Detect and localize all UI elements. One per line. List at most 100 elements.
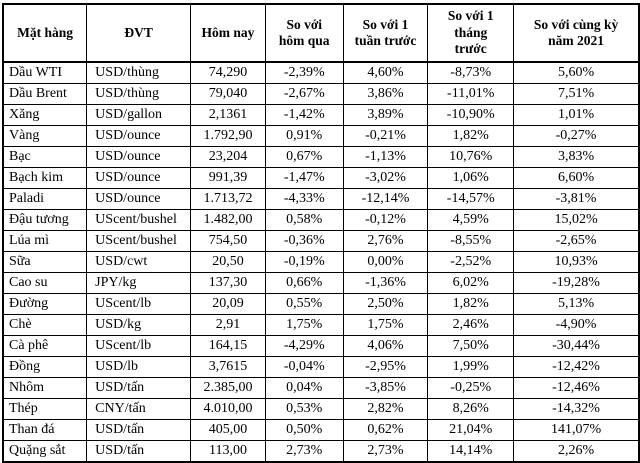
vs-1-month-cell: 1,82% — [427, 125, 515, 147]
commodity-name-cell: Cao su — [2, 272, 88, 294]
unit-cell: USD/gallon — [86, 104, 192, 126]
table-row: Đồng USD/lb 3,7615 -0,04% -2,95% 1,99% -12,42% — [2, 356, 640, 378]
vs-yesterday-cell: -4,29% — [264, 335, 344, 357]
vs-yesterday-cell: 0,66% — [264, 272, 344, 294]
column-header-vs-1-month: So với 1 tháng trước — [427, 3, 515, 63]
vs-1-week-cell: -0,21% — [342, 125, 429, 147]
commodity-name-cell: Than đá — [2, 419, 88, 441]
vs-yesterday-cell: 0,91% — [264, 125, 344, 147]
vs-yesterday-cell: 0,58% — [264, 209, 344, 231]
unit-cell: USD/ounce — [86, 188, 192, 210]
vs-1-week-cell: -2,95% — [342, 356, 429, 378]
vs-yesterday-cell: 0,55% — [264, 293, 344, 315]
vs-yesterday-cell: -2,67% — [264, 83, 344, 105]
vs-2021-cell: -30,44% — [513, 335, 640, 357]
column-header-vs-1-week: So với 1 tuần trước — [342, 3, 429, 63]
today-value-cell: 79,040 — [190, 83, 266, 105]
table-row: Than đá USD/tấn 405,00 0,50% 0,62% 21,04% 141,… — [2, 419, 640, 441]
vs-2021-cell: -2,65% — [513, 230, 640, 252]
table-row: Cà phê UScent/lb 164,15 -4,29% 4,06% 7,50% -30… — [2, 335, 640, 357]
today-value-cell: 113,00 — [190, 440, 266, 463]
vs-1-month-cell: 1,82% — [427, 293, 515, 315]
commodity-name-cell: Đồng — [2, 356, 88, 378]
vs-2021-cell: -14,32% — [513, 398, 640, 420]
table-row: Quặng sắt USD/tấn 113,00 2,73% 2,73% 14,14% 2,… — [2, 440, 640, 463]
column-header-unit: ĐVT — [86, 3, 192, 63]
vs-1-month-cell: -8,73% — [427, 61, 515, 84]
vs-1-week-cell: -3,02% — [342, 167, 429, 189]
unit-cell: UScent/lb — [86, 293, 192, 315]
today-value-cell: 20,09 — [190, 293, 266, 315]
commodity-name-cell: Bạc — [2, 146, 88, 168]
vs-1-month-cell: 8,26% — [427, 398, 515, 420]
unit-cell: USD/ounce — [86, 125, 192, 147]
unit-cell: USD/tấn — [86, 419, 192, 441]
today-value-cell: 2,1361 — [190, 104, 266, 126]
vs-1-month-cell: 1,99% — [427, 356, 515, 378]
vs-1-month-cell: -10,90% — [427, 104, 515, 126]
vs-1-week-cell: -12,14% — [342, 188, 429, 210]
vs-yesterday-cell: -0,36% — [264, 230, 344, 252]
today-value-cell: 3,7615 — [190, 356, 266, 378]
table-row: Bạch kim USD/ounce 991,39 -1,47% -3,02% 1,06%… — [2, 167, 640, 189]
commodity-name-cell: Paladi — [2, 188, 88, 210]
commodity-name-cell: Thép — [2, 398, 88, 420]
vs-2021-cell: -12,46% — [513, 377, 640, 399]
unit-cell: UScent/bushel — [86, 209, 192, 231]
vs-2021-cell: -4,90% — [513, 314, 640, 336]
unit-cell: USD/thùng — [86, 83, 192, 105]
vs-1-week-cell: 2,76% — [342, 230, 429, 252]
vs-2021-cell: 5,13% — [513, 293, 640, 315]
vs-1-week-cell: -3,85% — [342, 377, 429, 399]
vs-yesterday-cell: -0,04% — [264, 356, 344, 378]
table-body: Dầu WTI USD/thùng 74,290 -2,39% 4,60% -8,73% 5… — [2, 61, 640, 463]
unit-cell: CNY/tấn — [86, 398, 192, 420]
vs-1-month-cell: 7,50% — [427, 335, 515, 357]
vs-1-month-cell: -14,57% — [427, 188, 515, 210]
commodity-name-cell: Đường — [2, 293, 88, 315]
commodity-name-cell: Dầu WTI — [2, 61, 88, 84]
vs-1-month-cell: -8,55% — [427, 230, 515, 252]
vs-2021-cell: 15,02% — [513, 209, 640, 231]
vs-2021-cell: -3,81% — [513, 188, 640, 210]
vs-1-month-cell: 1,06% — [427, 167, 515, 189]
today-value-cell: 164,15 — [190, 335, 266, 357]
vs-1-week-cell: -0,12% — [342, 209, 429, 231]
table-row: Xăng USD/gallon 2,1361 -1,42% 3,89% -10,90% 1,… — [2, 104, 640, 126]
commodity-name-cell: Vàng — [2, 125, 88, 147]
vs-yesterday-cell: 0,53% — [264, 398, 344, 420]
commodity-name-cell: Cà phê — [2, 335, 88, 357]
vs-1-week-cell: 4,60% — [342, 61, 429, 84]
today-value-cell: 4.010,00 — [190, 398, 266, 420]
table-row: Sữa USD/cwt 20,50 -0,19% 0,00% -2,52% 10,93% — [2, 251, 640, 273]
vs-2021-cell: 3,83% — [513, 146, 640, 168]
today-value-cell: 2,91 — [190, 314, 266, 336]
vs-2021-cell: 141,07% — [513, 419, 640, 441]
today-value-cell: 20,50 — [190, 251, 266, 273]
table-row: Dầu WTI USD/thùng 74,290 -2,39% 4,60% -8,73% 5… — [2, 61, 640, 84]
vs-2021-cell: 7,51% — [513, 83, 640, 105]
table-row: Đường UScent/lb 20,09 0,55% 2,50% 1,82% 5,13% — [2, 293, 640, 315]
vs-1-week-cell: 2,73% — [342, 440, 429, 463]
vs-1-month-cell: 2,46% — [427, 314, 515, 336]
today-value-cell: 991,39 — [190, 167, 266, 189]
vs-yesterday-cell: -2,39% — [264, 61, 344, 84]
today-value-cell: 2.385,00 — [190, 377, 266, 399]
table-row: Dầu Brent USD/thùng 79,040 -2,67% 3,86% -11,0… — [2, 83, 640, 105]
vs-2021-cell: 6,60% — [513, 167, 640, 189]
vs-yesterday-cell: 1,75% — [264, 314, 344, 336]
vs-yesterday-cell: -1,42% — [264, 104, 344, 126]
vs-2021-cell: -0,27% — [513, 125, 640, 147]
commodity-name-cell: Đậu tương — [2, 209, 88, 231]
vs-1-month-cell: 4,59% — [427, 209, 515, 231]
unit-cell: UScent/lb — [86, 335, 192, 357]
unit-cell: USD/cwt — [86, 251, 192, 273]
vs-yesterday-cell: 0,50% — [264, 419, 344, 441]
commodity-name-cell: Chè — [2, 314, 88, 336]
unit-cell: JPY/kg — [86, 272, 192, 294]
vs-2021-cell: 10,93% — [513, 251, 640, 273]
vs-2021-cell: 5,60% — [513, 61, 640, 84]
commodity-name-cell: Bạch kim — [2, 167, 88, 189]
vs-1-week-cell: 4,06% — [342, 335, 429, 357]
unit-cell: USD/kg — [86, 314, 192, 336]
